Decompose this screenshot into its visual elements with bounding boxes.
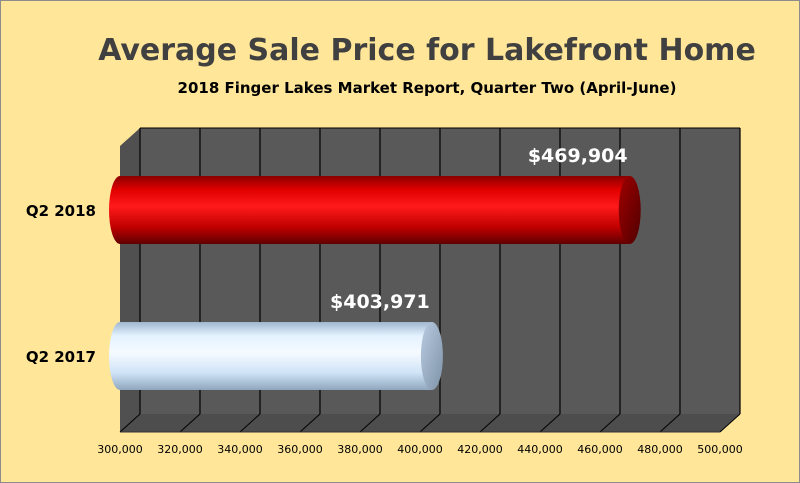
gridline-floor — [299, 413, 321, 433]
x-tick-label: 300,000 — [97, 443, 143, 456]
x-tick-label: 420,000 — [457, 443, 503, 456]
gridline-floor — [539, 413, 561, 433]
y-category-label: Q2 2017 — [26, 348, 96, 366]
x-tick-label: 360,000 — [277, 443, 323, 456]
bar — [109, 176, 641, 244]
x-tick-label: 340,000 — [217, 443, 263, 456]
data-label: $403,971 — [330, 291, 430, 313]
bar-end-cap — [618, 176, 641, 244]
data-labels: $469,904 $403,971 — [330, 145, 628, 313]
gridline-floor — [179, 413, 201, 433]
bar-body — [120, 176, 630, 244]
chart-title: Average Sale Price for Lakefront Home — [98, 33, 756, 68]
x-tick-label: 320,000 — [157, 443, 203, 456]
x-axis: 300,000 320,000 340,000 360,000 380,000 400,0… — [97, 443, 743, 456]
gridline-floor — [599, 413, 621, 433]
y-category-label: Q2 2018 — [26, 202, 96, 220]
gridline-floor — [119, 413, 141, 433]
x-tick-label: 500,000 — [697, 443, 743, 456]
chart-subtitle: 2018 Finger Lakes Market Report, Quarter… — [178, 79, 677, 97]
gridline-floor — [239, 413, 261, 433]
gridline-floor — [359, 413, 381, 433]
gridline-floor — [659, 413, 681, 433]
bar — [109, 322, 443, 390]
gridline-floor — [419, 413, 441, 433]
x-tick-label: 480,000 — [637, 443, 683, 456]
x-tick-label: 440,000 — [517, 443, 563, 456]
bars — [109, 176, 641, 390]
x-tick-label: 400,000 — [397, 443, 443, 456]
x-tick-label: 460,000 — [577, 443, 623, 456]
bar-body — [120, 322, 432, 390]
bar-end-cap — [420, 322, 443, 390]
y-axis: Q2 2018 Q2 2017 — [26, 202, 96, 366]
data-label: $469,904 — [528, 145, 628, 167]
gridline-floor — [479, 413, 501, 433]
gridline-floor — [719, 413, 741, 433]
x-tick-label: 380,000 — [337, 443, 383, 456]
